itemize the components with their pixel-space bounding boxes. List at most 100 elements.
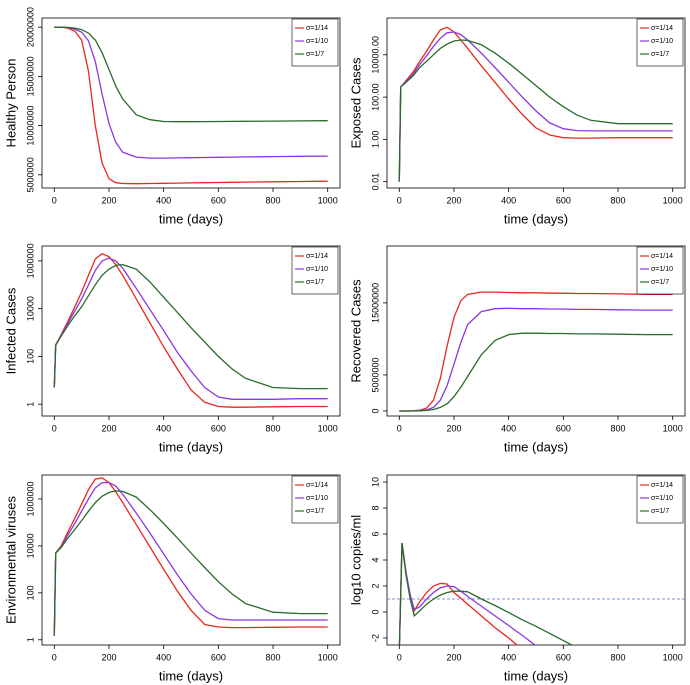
y-tick-label: 8 [370,506,380,511]
legend-label: σ=1/7 [651,51,669,58]
series-line [399,332,673,412]
x-axis-label: time (days) [504,668,568,683]
plot-lines [398,26,673,182]
plot-frame [41,17,341,189]
legend-label: σ=1/7 [651,508,669,515]
legend-label: σ=1/14 [651,482,673,489]
plot-lines [54,26,328,185]
x-tick-label: 600 [556,195,571,205]
x-tick-label: 400 [501,652,516,662]
x-tick-label: 800 [611,652,626,662]
x-tick-label: 0 [397,652,402,662]
legend-box [636,246,684,295]
x-tick-label: 600 [211,195,226,205]
legend-label: σ=1/10 [651,266,673,273]
x-tick-label: 0 [397,195,402,205]
panel: 0 200 400 600 800 1000 1 100 10000 1000000 time (d… [3,243,341,454]
y-tick-label: 2 [370,583,380,588]
y-tick-label: 10000 [25,533,35,558]
y-tick-label: 15000000 [25,56,35,96]
plot-frame [386,17,686,189]
y-tick-label: 100 [25,585,35,600]
legend-box [291,18,339,67]
series-line [398,543,537,645]
y-axis-label: log10 copies/ml [348,515,363,605]
x-tick-label: 0 [397,423,402,433]
x-axis-label: time (days) [159,211,223,226]
y-tick-label: 1.00 [370,131,380,149]
legend-label: σ=1/7 [306,51,324,58]
x-axis-label: time (days) [504,211,568,226]
y-tick-label: 10000.00 [370,36,380,74]
y-tick-label: 1000000 [25,243,35,278]
x-tick-label: 600 [211,652,226,662]
plot-frame [386,245,686,417]
y-tick-label: 0.01 [370,173,380,191]
y-tick-label: 100 [25,349,35,364]
series-line [53,263,328,390]
y-tick-label: 15000000 [370,283,380,323]
series-line [54,26,328,185]
series-line [54,26,328,123]
legend-label: σ=1/10 [306,38,328,45]
panel: 0 200 400 600 800 1000 1 100 10000 1000000 time (d… [3,474,341,683]
plot-lines [53,477,328,636]
series-line [398,39,673,182]
y-tick-label: 4 [370,557,380,562]
panel: 0 200 400 600 800 1000 0.01 1.00 100.00 10000.00 t… [348,17,686,226]
panel: 0 200 400 600 800 1000 -2 0 2 4 6 8 10 time (days) log… [348,474,686,683]
x-tick-label: 400 [156,195,171,205]
legend-label: σ=1/14 [306,253,328,260]
y-tick-label: 1000000 [25,481,35,516]
legend-label: σ=1/14 [651,25,673,32]
series-line [399,307,673,412]
y-axis-label: Recovered Cases [348,279,363,383]
series-line [53,477,328,636]
y-tick-label: 100.00 [370,83,380,111]
series-line [398,543,574,645]
x-tick-label: 600 [556,423,571,433]
y-axis-label: Infected Cases [3,287,18,374]
plot-frame [41,474,341,646]
legend-label: σ=1/10 [651,38,673,45]
y-tick-label: 0 [370,609,380,614]
x-tick-label: 1000 [318,423,338,433]
plot-lines [387,543,685,645]
y-tick-label: 1 [25,402,35,407]
panel: 0 200 400 600 800 1000 5000000 10000000 15000000… [3,7,341,226]
legend-box [291,246,339,295]
x-tick-label: 800 [611,423,626,433]
y-tick-label: 0 [370,408,380,413]
x-tick-label: 400 [501,423,516,433]
y-axis-label: Exposed Cases [348,57,363,149]
y-tick-label: 10000 [25,296,35,321]
legend-label: σ=1/7 [651,279,669,286]
x-tick-label: 1000 [318,652,338,662]
legend-label: σ=1/7 [306,508,324,515]
x-tick-label: 200 [101,195,116,205]
legend-label: σ=1/14 [306,482,328,489]
y-axis-label: Environmental viruses [3,496,18,624]
x-tick-label: 1000 [663,423,683,433]
legend-label: σ=1/14 [651,253,673,260]
panel: 0 200 400 600 800 1000 0 5000000 15000000 time (d… [348,245,686,454]
x-tick-label: 1000 [663,652,683,662]
legend-label: σ=1/10 [306,266,328,273]
series-line [54,26,328,159]
x-tick-label: 0 [52,423,57,433]
x-tick-label: 200 [446,423,461,433]
x-tick-label: 200 [101,423,116,433]
legend-label: σ=1/7 [306,279,324,286]
x-tick-label: 800 [266,195,281,205]
plot-frame [41,245,341,417]
x-axis-label: time (days) [159,439,223,454]
x-tick-label: 0 [52,652,57,662]
legend-label: σ=1/10 [651,495,673,502]
series-line [398,26,673,182]
x-tick-label: 400 [156,652,171,662]
legend-box [291,475,339,524]
series-line [53,252,328,408]
series-line [53,257,328,400]
x-axis-label: time (days) [159,668,223,683]
